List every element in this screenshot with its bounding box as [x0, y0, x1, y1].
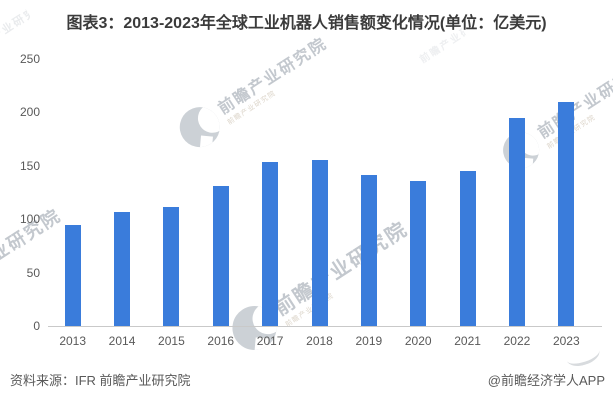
y-axis-label-200: 200: [19, 105, 40, 120]
x-axis-label-2020: 2020: [404, 334, 432, 348]
y-axis-label-250: 250: [19, 52, 40, 66]
bar-2023: [558, 101, 575, 326]
x-axis-label-2021: 2021: [454, 334, 481, 348]
x-axis-label-2019: 2019: [355, 334, 383, 348]
bar-2021: [459, 171, 476, 326]
x-axis-label-2022: 2022: [503, 334, 531, 348]
footer-credit: @前瞻经济学人APP: [487, 373, 605, 388]
x-axis-label-2016: 2016: [207, 334, 235, 348]
chart-title: 图表3：2013-2023年全球工业机器人销售额变化情况(单位：亿美元): [66, 15, 547, 32]
bar-2013: [64, 224, 81, 326]
bar-2019: [360, 175, 377, 326]
bar-2014: [114, 211, 131, 326]
plot-area: 0 50 100 150 200 250 2013 2014 2015 2016 2017 2018 2…: [20, 52, 591, 348]
x-axis-label-2023: 2023: [552, 334, 580, 348]
bar-2016: [212, 186, 229, 326]
x-axis-line: [48, 326, 602, 327]
bar-2015: [163, 207, 180, 326]
bar-2018: [311, 160, 328, 326]
bar-2022: [508, 117, 525, 326]
footer-source: 资料来源：IFR 前瞻产业研究院: [10, 373, 191, 388]
y-axis-label-100: 100: [19, 212, 40, 227]
bar-2020: [410, 180, 427, 326]
y-axis-label-0: 0: [33, 319, 40, 333]
x-axis-label-2018: 2018: [306, 334, 333, 348]
x-axis-label-2015: 2015: [158, 334, 185, 348]
x-axis-label-2017: 2017: [256, 334, 284, 348]
bar-2017: [262, 161, 279, 326]
y-axis-label-150: 150: [19, 158, 40, 173]
y-axis-label-50: 50: [26, 265, 40, 280]
x-axis-label-2014: 2014: [108, 334, 136, 348]
x-axis-label-2013: 2013: [59, 334, 87, 348]
